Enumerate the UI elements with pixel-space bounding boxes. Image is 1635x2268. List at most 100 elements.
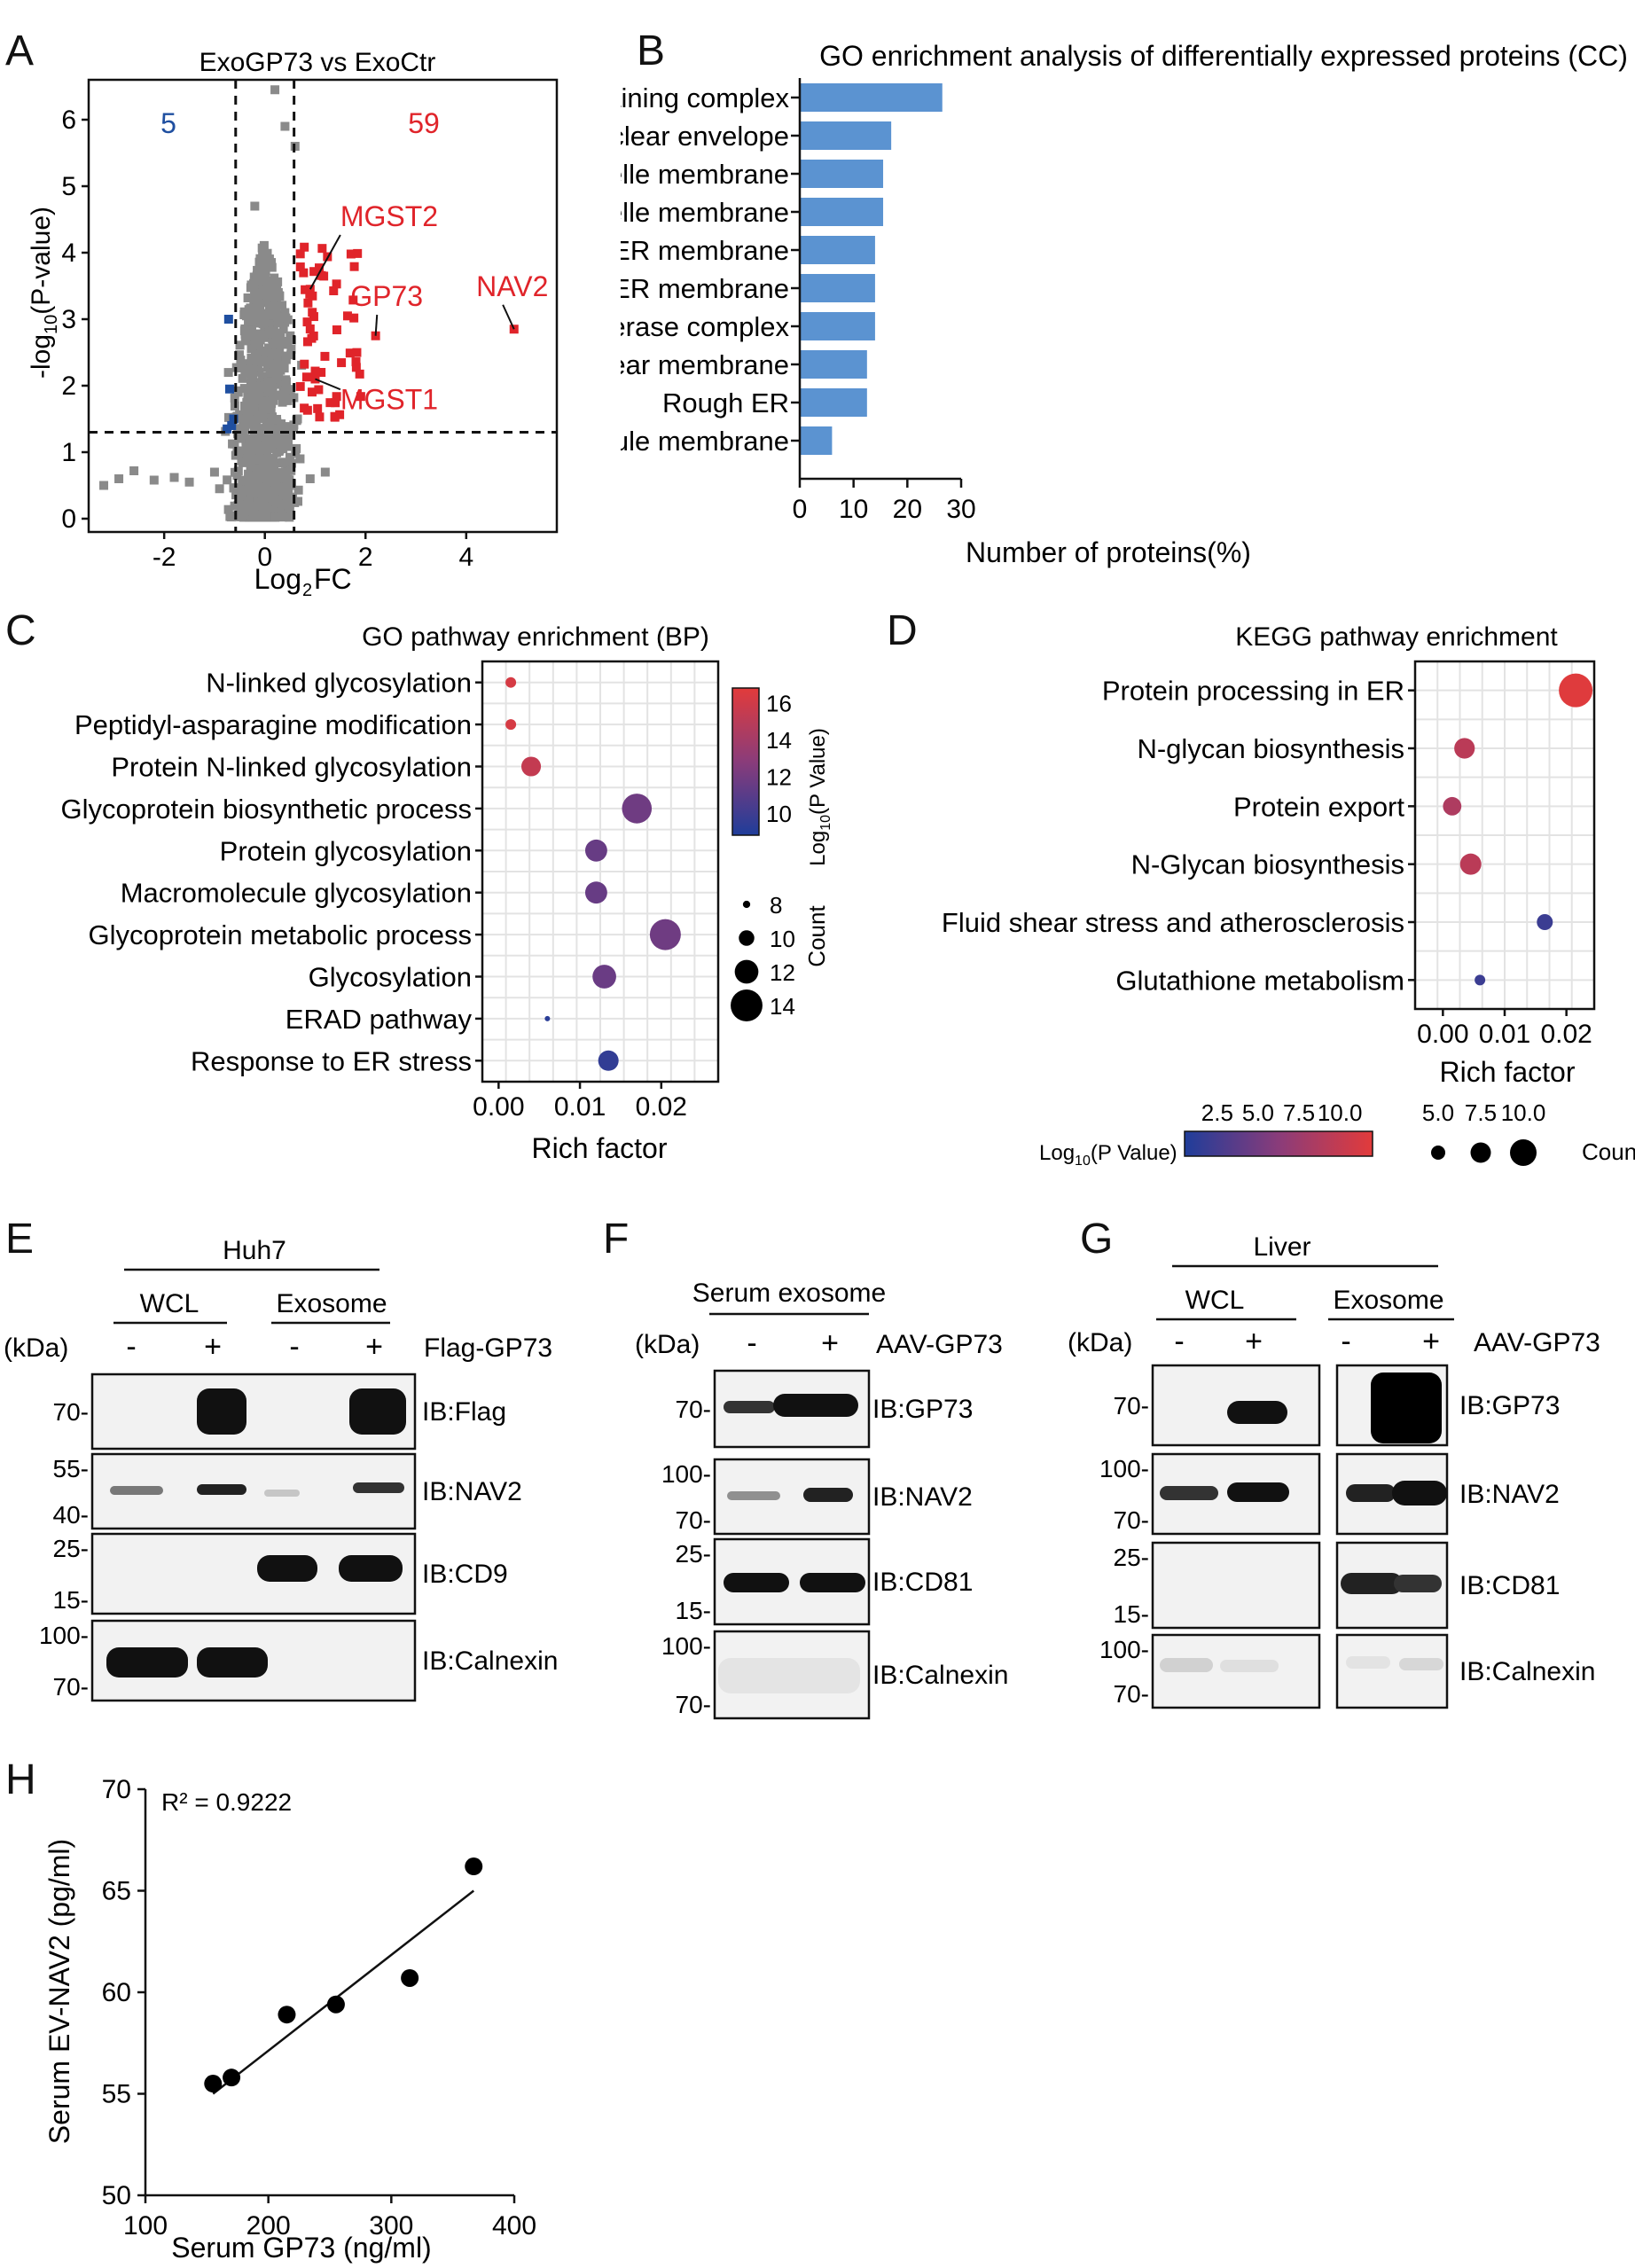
up-point bbox=[349, 262, 359, 271]
pathway-label: Glycosylation bbox=[309, 962, 472, 993]
correlation-ylabel: Serum EV-NAV2 (pg/ml) bbox=[43, 1839, 75, 2144]
nonsig-point bbox=[245, 329, 254, 339]
nonsig-point bbox=[280, 503, 290, 512]
size-legend-dot bbox=[1470, 1142, 1491, 1163]
up-point bbox=[301, 285, 310, 294]
nonsig-point bbox=[250, 288, 260, 298]
nonsig-point bbox=[253, 265, 262, 275]
mw-marker: 70- bbox=[53, 1673, 89, 1701]
nonsig-point bbox=[169, 473, 179, 482]
mw-marker: 70- bbox=[676, 1506, 711, 1534]
nonsig-point bbox=[240, 425, 250, 434]
data-point bbox=[326, 1995, 345, 2014]
x-tick-label: 0.02 bbox=[636, 1092, 687, 1122]
nonsig-point bbox=[278, 512, 287, 522]
x-tick-label: 400 bbox=[492, 2211, 536, 2241]
up-point bbox=[315, 412, 325, 422]
colorbar bbox=[1184, 1130, 1373, 1157]
y-tick-label: 50 bbox=[102, 2181, 131, 2210]
nonsig-point bbox=[262, 371, 272, 381]
size-legend-dot bbox=[742, 900, 751, 909]
nonsig-point bbox=[305, 474, 315, 483]
up-point bbox=[317, 270, 326, 280]
mw-marker: 70- bbox=[1114, 1506, 1149, 1534]
go-cc-bar-chart: GO enrichment analysis of differentially… bbox=[621, 40, 1628, 568]
nonsig-point bbox=[251, 348, 261, 358]
down-point bbox=[223, 315, 233, 324]
y-tick-label: 55 bbox=[102, 2080, 131, 2109]
nonsig-point bbox=[286, 350, 296, 360]
nonsig-point bbox=[236, 356, 246, 365]
mw-marker: 70- bbox=[53, 1398, 89, 1426]
mw-marker: 70- bbox=[676, 1396, 711, 1423]
x-tick-label: 20 bbox=[893, 495, 922, 524]
nonsig-point bbox=[292, 443, 301, 453]
up-point bbox=[302, 337, 312, 347]
size-legend-label: 8 bbox=[770, 892, 782, 919]
nonsig-point bbox=[270, 85, 280, 95]
nonsig-point bbox=[276, 434, 286, 444]
nonsig-point bbox=[259, 431, 269, 441]
up-point bbox=[309, 267, 319, 277]
up-point bbox=[314, 385, 324, 395]
mw-marker: 100- bbox=[1099, 1636, 1149, 1663]
x-tick-label: 200 bbox=[246, 2211, 291, 2241]
nonsig-point bbox=[255, 445, 265, 455]
up-point bbox=[295, 381, 305, 391]
nonsig-point bbox=[253, 411, 262, 421]
blot-ib-label: IB:CD81 bbox=[872, 1568, 973, 1597]
blot-e-sub1: WCL bbox=[140, 1289, 199, 1318]
mw-marker: 100- bbox=[39, 1622, 89, 1649]
nonsig-point bbox=[261, 313, 270, 323]
blot-band bbox=[353, 1482, 404, 1493]
go-bp-plot: N-linked glycosylation Peptidyl-asparagin… bbox=[60, 660, 720, 1122]
nonsig-point bbox=[240, 366, 250, 376]
nonsig-point bbox=[280, 121, 290, 131]
nonsig-point bbox=[243, 293, 253, 302]
y-tick-label: 70 bbox=[102, 1775, 131, 1804]
blot-g-sub2: Exosome bbox=[1333, 1286, 1443, 1315]
mw-marker: 15- bbox=[53, 1586, 89, 1614]
nonsig-point bbox=[234, 499, 244, 509]
pathway-label: Protein glycosylation bbox=[220, 835, 472, 866]
fit-line bbox=[212, 1889, 475, 2095]
volcano-ylabel: -log10(P-value) bbox=[27, 207, 61, 379]
pathway-dot bbox=[598, 1050, 619, 1071]
blot-e-sub2: Exosome bbox=[276, 1289, 387, 1318]
colorbar-tick-label: 14 bbox=[766, 727, 792, 754]
gene-label: GP73 bbox=[350, 280, 423, 312]
nonsig-point bbox=[129, 466, 139, 475]
size-legend-label: 7.5 bbox=[1465, 1099, 1497, 1126]
blot-g-kda: (kDa) bbox=[1068, 1328, 1132, 1357]
blot-e-sign-3: - bbox=[289, 1330, 299, 1364]
pathway-label: ERAD pathway bbox=[286, 1004, 473, 1035]
nonsig-point bbox=[281, 313, 291, 323]
up-point bbox=[300, 359, 309, 369]
pathway-dot bbox=[592, 965, 616, 989]
blot-band bbox=[724, 1401, 775, 1413]
blot-band bbox=[727, 1491, 780, 1500]
blot-ib-label: IB:NAV2 bbox=[1459, 1480, 1560, 1509]
blot-membrane bbox=[713, 1630, 871, 1720]
nonsig-point bbox=[254, 511, 264, 520]
nonsig-point bbox=[264, 301, 274, 311]
nonsig-point bbox=[247, 393, 257, 403]
nonsig-point bbox=[252, 468, 262, 478]
go-bp-title: GO pathway enrichment (BP) bbox=[362, 622, 709, 652]
callout-line bbox=[309, 234, 341, 290]
nonsig-point bbox=[260, 293, 270, 302]
nonsig-point bbox=[258, 285, 268, 294]
blot-f-group: Serum exosome bbox=[692, 1279, 886, 1308]
nonsig-point bbox=[273, 317, 283, 327]
nonsig-point bbox=[257, 468, 267, 478]
blot-f-treatment: AAV-GP73 bbox=[876, 1330, 1003, 1359]
nonsig-point bbox=[260, 267, 270, 277]
blot-ib-label: IB:NAV2 bbox=[422, 1477, 522, 1506]
correlation-plot: 100 200 300 400 50 55 60 65 70 bbox=[102, 1775, 536, 2241]
colorbar-tick-label: 10 bbox=[766, 801, 792, 827]
nonsig-point bbox=[184, 477, 194, 487]
nonsig-point bbox=[269, 506, 278, 516]
up-point bbox=[337, 358, 347, 368]
nonsig-point bbox=[253, 293, 262, 302]
size-legend-dot bbox=[1510, 1139, 1537, 1166]
